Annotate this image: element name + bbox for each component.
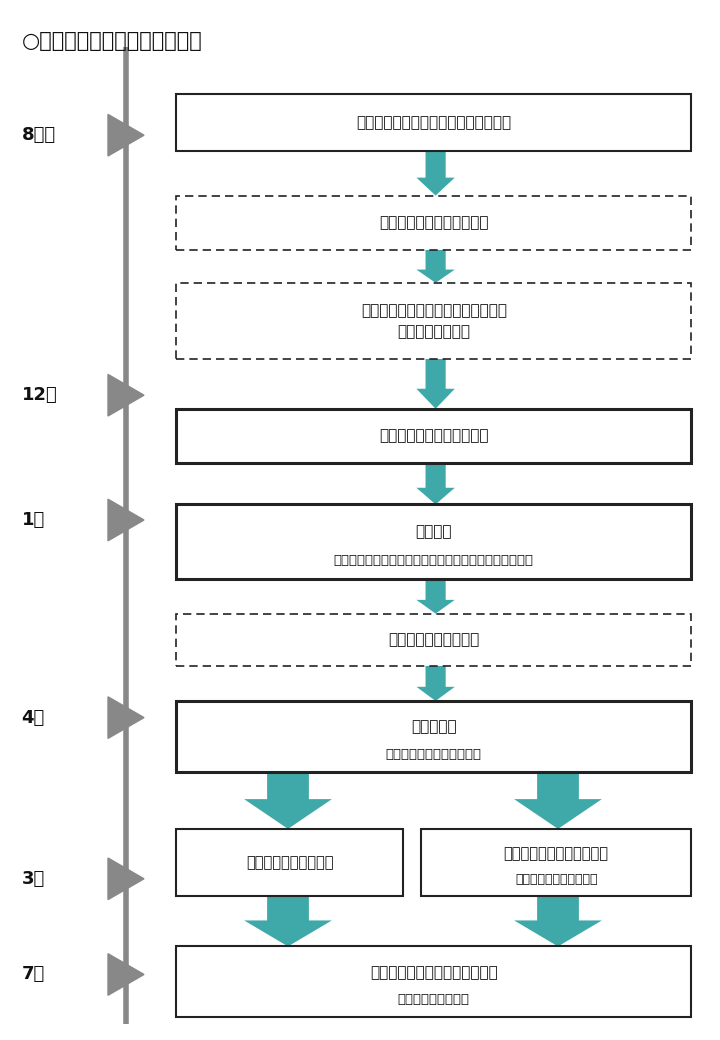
Polygon shape [108, 697, 144, 738]
Bar [176, 946, 691, 1017]
FancyArrow shape [416, 359, 455, 409]
FancyArrow shape [416, 463, 455, 504]
Bar [176, 829, 403, 896]
Polygon shape [108, 114, 144, 156]
Bar [176, 94, 691, 151]
FancyArrow shape [416, 151, 455, 196]
Bar [421, 829, 691, 896]
Text: 財政投融資計画要求の審査: 財政投融資計画要求の審査 [379, 215, 489, 230]
Text: 1月: 1月 [22, 511, 45, 529]
Text: ○財政投融資計画の編成の流れ: ○財政投融資計画の編成の流れ [22, 31, 202, 51]
Bar [176, 409, 691, 463]
Text: 3月: 3月 [22, 869, 45, 888]
Text: 予算の成立: 予算の成立 [411, 720, 456, 734]
Text: 7月: 7月 [22, 965, 45, 984]
Text: 国会提出: 国会提出 [415, 524, 452, 540]
Bar [176, 196, 691, 250]
FancyArrow shape [244, 772, 332, 829]
FancyArrow shape [416, 250, 455, 283]
Polygon shape [108, 499, 144, 541]
Bar [176, 701, 691, 772]
Text: 国会における予算審議: 国会における予算審議 [388, 632, 480, 647]
Text: 財政投融資計画の閣議決定: 財政投融資計画の閣議決定 [379, 428, 489, 443]
FancyArrow shape [514, 772, 602, 829]
Bar [176, 614, 691, 666]
Text: （財政投融資計画の確定）: （財政投融資計画の確定） [386, 748, 482, 760]
Text: （執行状況のチェック）: （執行状況のチェック） [515, 874, 598, 886]
FancyArrow shape [416, 666, 455, 701]
FancyArrow shape [514, 896, 602, 946]
Bar [176, 283, 691, 359]
Text: 12月: 12月 [22, 386, 58, 405]
FancyArrow shape [244, 896, 332, 946]
Polygon shape [108, 954, 144, 995]
Text: （執行状況の公表）: （執行状況の公表） [397, 993, 470, 1006]
Text: 8月末: 8月末 [22, 126, 55, 145]
Text: 財政投融資計画の執行: 財政投融資計画の執行 [246, 855, 333, 870]
Text: 財政融資資金等の実地監査: 財政融資資金等の実地監査 [504, 847, 608, 861]
Text: 各省庁より財政投融資計画要求の提出: 各省庁より財政投融資計画要求の提出 [356, 114, 511, 130]
Text: 4月: 4月 [22, 708, 45, 727]
FancyArrow shape [416, 579, 455, 614]
Bar [176, 504, 691, 579]
Polygon shape [108, 858, 144, 900]
Text: 財政融資資金運用報告書の公表: 財政融資資金運用報告書の公表 [370, 965, 498, 980]
Text: 財政制度等審議会財政投融資分科会
における意見聴取: 財政制度等審議会財政投融資分科会 における意見聴取 [361, 303, 507, 339]
Text: 予算と一体のものとして、財政投融資計画を国会に提出: 予算と一体のものとして、財政投融資計画を国会に提出 [334, 554, 534, 567]
Polygon shape [108, 374, 144, 416]
